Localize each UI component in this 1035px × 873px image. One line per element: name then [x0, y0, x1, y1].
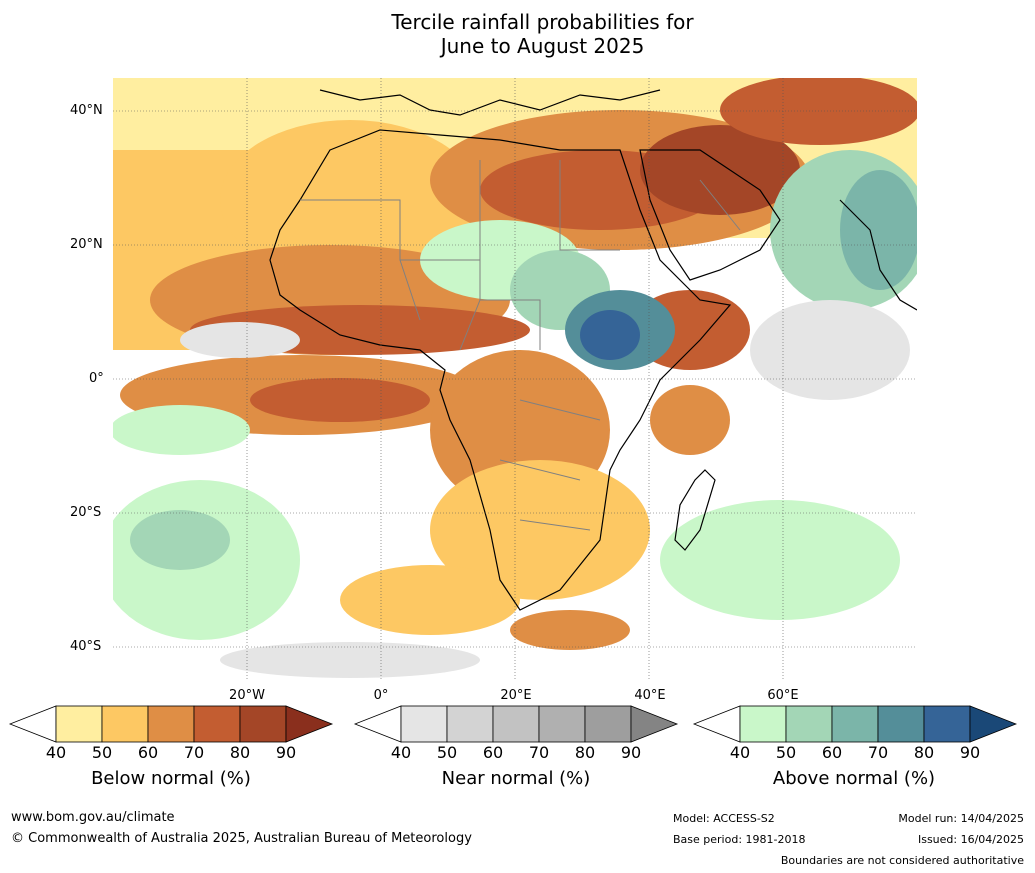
cb-below-60-70	[147, 705, 195, 743]
cb-above-40-50	[739, 705, 787, 743]
lat-label-eq: 0°	[89, 371, 104, 386]
europe-coastline	[319, 89, 661, 116]
lon-label-60e: 60°E	[767, 688, 799, 703]
title-line-1: Tercile rainfall probabilities for	[391, 10, 694, 34]
cb-above-tick: 50	[775, 743, 797, 762]
indian-ocean-below	[650, 385, 730, 455]
lat-label-20s: 20°S	[70, 505, 102, 520]
cb-near-tick: 50	[436, 743, 458, 762]
cb-above-60-70	[831, 705, 879, 743]
lat-label-40s: 40°S	[70, 639, 102, 654]
lon-label-40e: 40°E	[634, 688, 666, 703]
title-line-2: June to August 2025	[440, 34, 645, 58]
cb-above-label: Above normal (%)	[772, 768, 936, 789]
cb-below-80-90	[239, 705, 287, 743]
lon-label-20e: 20°E	[500, 688, 532, 703]
india-above	[840, 170, 917, 290]
madagascar-coastline	[674, 469, 716, 551]
arabia-below	[640, 125, 800, 215]
cb-below-tick: 90	[275, 743, 297, 762]
south-indian-above	[660, 500, 900, 620]
cb-below-tick: 70	[183, 743, 205, 762]
lon-label-0: 0°	[373, 688, 389, 703]
south-atlantic-core	[130, 510, 230, 570]
cb-near-tick: 40	[390, 743, 412, 762]
cb-above-80-90	[923, 705, 971, 743]
base-period: Base period: 1981-2018	[673, 833, 806, 846]
cape-below	[510, 610, 630, 650]
far-south-near	[220, 642, 480, 678]
cb-near-50-60	[446, 705, 494, 743]
cb-near-80-90	[584, 705, 632, 743]
atlantic-south-eq-above	[113, 405, 250, 455]
cb-below-low-triangle	[8, 705, 57, 743]
graticule	[113, 78, 917, 681]
south-atlantic-below	[340, 565, 520, 635]
cb-above-tick: 70	[867, 743, 889, 762]
chart-title: Tercile rainfall probabilities for June …	[0, 10, 1035, 58]
cb-near-40-50	[400, 705, 448, 743]
eastern-indian-near	[750, 300, 910, 400]
cb-near-tick: 70	[528, 743, 550, 762]
cb-above-70-80	[877, 705, 925, 743]
cb-near-high-triangle	[630, 705, 679, 743]
cb-below-40-50	[55, 705, 103, 743]
copyright-notice: © Commonwealth of Australia 2025, Austra…	[11, 831, 472, 846]
arabia-coastline	[639, 149, 781, 281]
website-link[interactable]: www.bom.gov.au/climate	[11, 810, 175, 825]
cb-above-tick: 80	[913, 743, 935, 762]
map-field	[113, 78, 917, 681]
cb-near-60-70	[492, 705, 540, 743]
cb-near-label: Near normal (%)	[441, 768, 591, 789]
cb-above-tick: 60	[821, 743, 843, 762]
lat-label-20n: 20°N	[70, 237, 103, 252]
cb-above-50-60	[785, 705, 833, 743]
cb-below-tick: 50	[91, 743, 113, 762]
colorbar-near	[353, 705, 679, 743]
cb-near-70-80	[538, 705, 586, 743]
boundaries-disclaimer: Boundaries are not considered authoritat…	[780, 854, 1024, 867]
cb-below-tick: 80	[229, 743, 251, 762]
cb-below-label: Below normal (%)	[91, 768, 251, 789]
cb-below-tick: 60	[137, 743, 159, 762]
lon-label-20w: 20°W	[229, 688, 265, 703]
cb-below-50-60	[101, 705, 149, 743]
south-africa-below	[430, 460, 650, 600]
issued-date: Issued: 16/04/2025	[917, 833, 1024, 846]
colorbar-below	[8, 705, 334, 743]
cb-above-high-triangle	[969, 705, 1018, 743]
africa-coastline	[269, 129, 732, 611]
cb-above-tick: 90	[959, 743, 981, 762]
model-run-date: Model run: 14/04/2025	[898, 812, 1024, 825]
ethiopia-core-above	[580, 310, 640, 360]
atlantic-eq-core	[250, 378, 430, 422]
cb-below-tick: 40	[45, 743, 67, 762]
iran-below	[720, 78, 917, 145]
country-boundaries	[300, 160, 741, 531]
india-coastline	[839, 199, 917, 311]
cb-above-low-triangle	[692, 705, 741, 743]
cb-below-70-80	[193, 705, 241, 743]
model-name: Model: ACCESS-S2	[673, 812, 775, 825]
cb-near-low-triangle	[353, 705, 402, 743]
lat-label-40n: 40°N	[70, 103, 103, 118]
cb-near-tick: 80	[574, 743, 596, 762]
cb-near-tick: 60	[482, 743, 504, 762]
cb-below-high-triangle	[285, 705, 334, 743]
central-atlantic-near	[180, 322, 300, 358]
cb-above-tick: 40	[729, 743, 751, 762]
cb-near-tick: 90	[620, 743, 642, 762]
colorbar-above	[692, 705, 1018, 743]
